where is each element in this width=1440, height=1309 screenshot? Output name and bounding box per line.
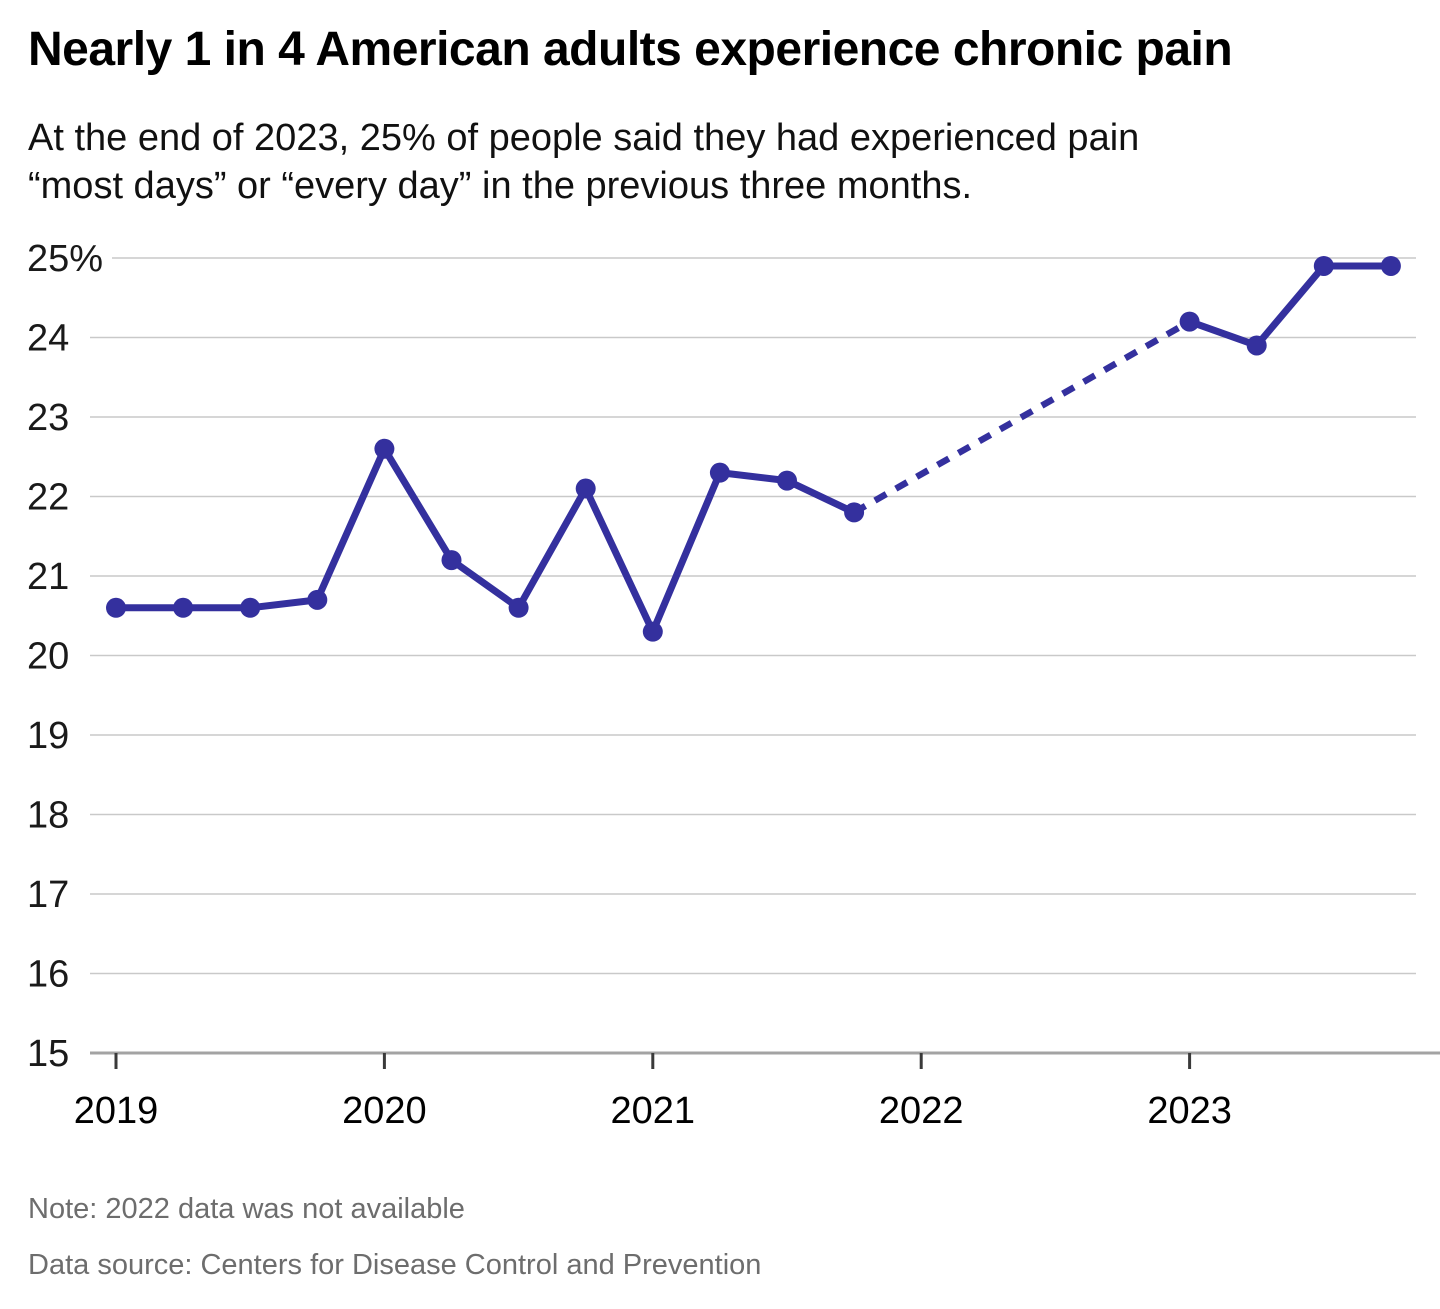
y-tick-label: 19 [27, 715, 69, 757]
trend-line-segment [1186, 318, 1261, 349]
trend-line-segment [716, 469, 791, 485]
data-point [307, 589, 328, 610]
data-point [709, 462, 730, 483]
data-point [844, 502, 865, 523]
y-tick-label: 20 [27, 636, 69, 678]
x-tick-label: 2023 [1147, 1090, 1232, 1132]
data-point [642, 621, 663, 642]
trend-line-segment [246, 596, 321, 612]
x-tick-label: 2019 [74, 1090, 159, 1132]
y-tick-label: 15 [27, 1033, 69, 1075]
y-tick-label: 22 [27, 477, 69, 519]
data-point [1246, 335, 1267, 356]
data-point [777, 470, 797, 491]
data-point [240, 597, 261, 618]
y-tick-label: 21 [27, 556, 69, 598]
data-point [173, 597, 194, 618]
trend-line-dashed-gap-segment [852, 318, 1192, 516]
x-tick-label: 2020 [342, 1090, 427, 1132]
trend-line-segment [448, 556, 523, 612]
chart-data-source: Data source: Centers for Disease Control… [28, 1249, 762, 1281]
chart-subtitle: At the end of 2023, 25% of people said t… [28, 117, 1140, 207]
trend-line-segment [582, 485, 657, 636]
trend-line-segment [649, 469, 724, 636]
data-point [1313, 255, 1334, 276]
y-tick-label: 24 [27, 318, 69, 360]
y-tick-label: 23 [27, 397, 69, 439]
chart-note: Note: 2022 data was not available [28, 1193, 465, 1225]
chart-title: Nearly 1 in 4 American adults experience… [28, 23, 1233, 76]
x-tick-label: 2022 [879, 1090, 964, 1132]
data-point [575, 478, 596, 499]
x-tick-label: 2021 [611, 1090, 696, 1132]
data-point [441, 550, 462, 571]
trend-line-segment [380, 445, 455, 564]
trend-line-segment [783, 477, 858, 516]
data-point [1179, 311, 1200, 332]
y-tick-label: 25% [27, 238, 103, 280]
data-point [374, 438, 395, 459]
y-tick-label: 16 [27, 954, 69, 996]
y-tick-label: 17 [27, 874, 69, 916]
data-point [508, 597, 529, 618]
trend-line-segment [313, 445, 388, 604]
trend-line-segment [515, 485, 590, 612]
y-tick-label: 18 [27, 795, 69, 837]
data-point [1380, 255, 1401, 276]
data-point [106, 597, 126, 618]
trend-line-segment [1253, 262, 1328, 349]
